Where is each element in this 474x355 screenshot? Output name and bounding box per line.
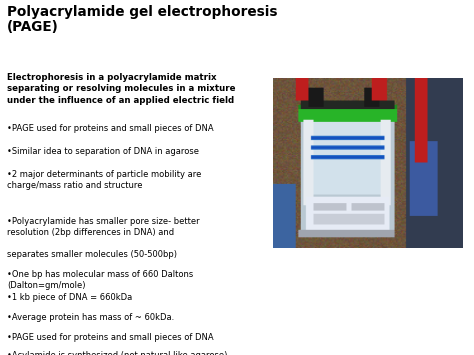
Text: •2 major determinants of particle mobility are
charge/mass ratio and structure: •2 major determinants of particle mobili… xyxy=(7,170,201,191)
Text: •Similar idea to separation of DNA in agarose: •Similar idea to separation of DNA in ag… xyxy=(7,147,199,156)
Text: •Average protein has mass of ~ 60kDa.: •Average protein has mass of ~ 60kDa. xyxy=(7,313,174,322)
Text: •PAGE used for proteins and small pieces of DNA: •PAGE used for proteins and small pieces… xyxy=(7,124,214,133)
Text: •Acylamide is synthesized (not natural like agarose): •Acylamide is synthesized (not natural l… xyxy=(7,351,228,355)
Text: •PAGE used for proteins and small pieces of DNA: •PAGE used for proteins and small pieces… xyxy=(7,333,214,342)
Text: Electrophoresis in a polyacrylamide matrix
separating or resolving molecules in : Electrophoresis in a polyacrylamide matr… xyxy=(7,73,236,105)
Text: •Polyacrylamide has smaller pore size- better
resolution (2bp differences in DNA: •Polyacrylamide has smaller pore size- b… xyxy=(7,217,200,259)
Text: Polyacrylamide gel electrophoresis
(PAGE): Polyacrylamide gel electrophoresis (PAGE… xyxy=(7,5,278,34)
Text: •One bp has molecular mass of 660 Daltons
(Dalton=gm/mole): •One bp has molecular mass of 660 Dalton… xyxy=(7,270,193,290)
Text: •1 kb piece of DNA = 660kDa: •1 kb piece of DNA = 660kDa xyxy=(7,293,132,302)
